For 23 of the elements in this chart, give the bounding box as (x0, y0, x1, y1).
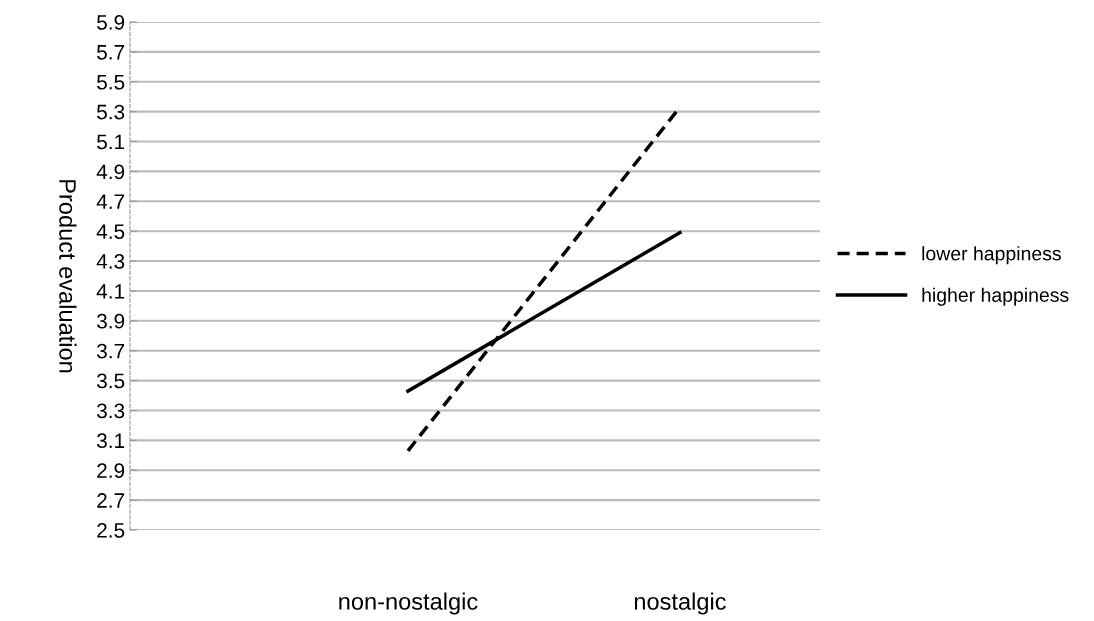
legend-label: higher happiness (922, 287, 1069, 306)
legend-label: lower happiness (922, 246, 1061, 265)
y-tick-label: 5.3 (97, 104, 125, 120)
x-tick-label: non-nostalgic (339, 592, 478, 615)
y-tick-label: 5.7 (97, 45, 125, 60)
y-tick-label: 3.3 (96, 403, 125, 419)
y-tick-label: 2.9 (97, 463, 125, 478)
y-tick-label: 2.7 (97, 493, 125, 508)
y-tick-label: 5.5 (97, 74, 125, 90)
y-tick-label: 5.9 (97, 15, 125, 30)
y-tick-label: 3.1 (96, 433, 125, 449)
y-tick-label: 4.3 (96, 254, 125, 269)
y-tick-label: 4.5 (96, 224, 125, 239)
y-tick-label: 3.5 (96, 373, 125, 389)
y-tick-label: 4.7 (96, 194, 125, 209)
x-tick-label: nostalgic (634, 592, 726, 615)
y-tick-label: 2.5 (97, 523, 125, 538)
y-tick-label: 4.9 (96, 164, 125, 180)
y-tick-label: 3.9 (96, 313, 125, 329)
y-tick-label: 3.7 (96, 343, 125, 359)
y-tick-label: 5.1 (97, 134, 125, 150)
y-axis-title: Product evaluation (59, 180, 77, 373)
y-tick-label: 4.1 (96, 284, 125, 299)
